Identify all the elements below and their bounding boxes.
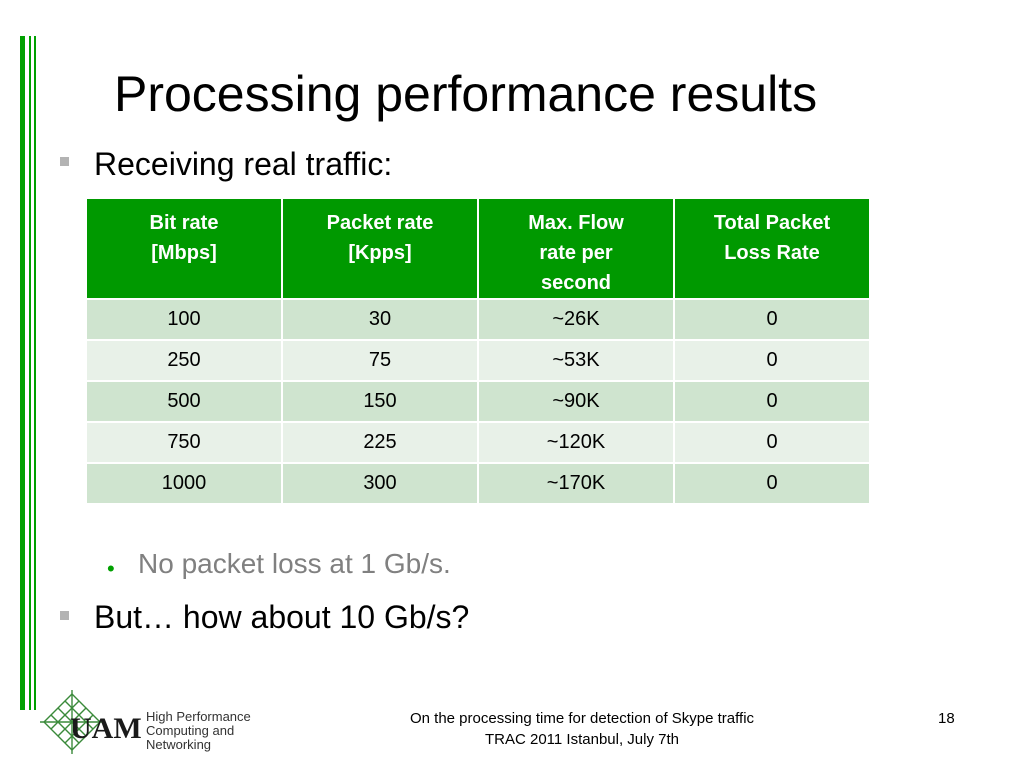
header-max-flow-rate: Max. Flow rate per second (477, 197, 675, 300)
table-cell: 0 (673, 462, 871, 505)
table-row: 1000 300 ~170K 0 (85, 462, 871, 505)
bullet-square-icon (60, 157, 69, 166)
table-cell: 100 (85, 298, 283, 341)
table-cell: 0 (673, 380, 871, 423)
header-line: [Kpps] (348, 242, 412, 264)
results-table: Bit rate [Mbps] Packet rate [Kpps] Max. … (85, 197, 871, 505)
decorative-bar (20, 36, 25, 710)
logo-line: Computing and (146, 723, 235, 738)
table-row: 750 225 ~120K 0 (85, 421, 871, 464)
header-line: second (540, 272, 612, 294)
decorative-bar (29, 36, 31, 710)
logo-mark: UAM (70, 712, 142, 745)
bullet-receiving-traffic: Receiving real traffic: (94, 146, 393, 182)
table-cell: 30 (281, 298, 479, 341)
header-bit-rate: Bit rate [Mbps] (85, 197, 283, 300)
table-cell: 1000 (85, 462, 283, 505)
table-cell: 300 (281, 462, 479, 505)
header-line: Loss Rate (724, 242, 820, 264)
header-packet-rate: Packet rate [Kpps] (281, 197, 479, 300)
table-cell: ~26K (477, 298, 675, 341)
decorative-bar (34, 36, 36, 710)
table-cell: ~90K (477, 380, 675, 423)
table-cell: ~170K (477, 462, 675, 505)
footer: On the processing time for detection of … (340, 708, 824, 750)
sub-bullet-text: No packet loss at 1 Gb/s. (138, 548, 451, 579)
page-number: 18 (938, 710, 955, 727)
table-cell: 0 (673, 298, 871, 341)
table-row: 100 30 ~26K 0 (85, 298, 871, 341)
network-mesh-icon (40, 690, 104, 754)
header-line: rate per (539, 242, 613, 264)
table-cell: 500 (85, 380, 283, 423)
table-cell: 0 (673, 421, 871, 464)
table-cell: 750 (85, 421, 283, 464)
logo-text: High Performance Computing and Networkin… (146, 710, 251, 752)
logo-line: Networking (146, 737, 212, 752)
uam-logo: UAM (40, 690, 142, 754)
table-row: 500 150 ~90K 0 (85, 380, 871, 423)
table-cell: ~53K (477, 339, 675, 382)
sub-bullet-marker: • (107, 556, 115, 581)
footer-title: On the processing time for detection of … (409, 710, 755, 727)
table-cell: 225 (281, 421, 479, 464)
logo-line: High Performance (146, 709, 251, 724)
slide-title: Processing performance results (114, 66, 818, 122)
header-line: [Mbps] (151, 242, 217, 264)
table-cell: 0 (673, 339, 871, 382)
table-header-row: Bit rate [Mbps] Packet rate [Kpps] Max. … (85, 197, 871, 300)
bullet-square-icon (60, 611, 69, 620)
header-line: Max. Flow (528, 212, 624, 234)
header-line: Packet rate (326, 212, 434, 234)
table-cell: 150 (281, 380, 479, 423)
header-line: Bit rate (149, 212, 219, 234)
bullet-ten-gbps: But… how about 10 Gb/s? (94, 599, 470, 635)
table-cell: ~120K (477, 421, 675, 464)
header-loss-rate: Total Packet Loss Rate (673, 197, 871, 300)
footer-event: TRAC 2011 Istanbul, July 7th (485, 731, 679, 748)
header-line: Total Packet (713, 212, 831, 234)
table-cell: 75 (281, 339, 479, 382)
table-row: 250 75 ~53K 0 (85, 339, 871, 382)
table-cell: 250 (85, 339, 283, 382)
